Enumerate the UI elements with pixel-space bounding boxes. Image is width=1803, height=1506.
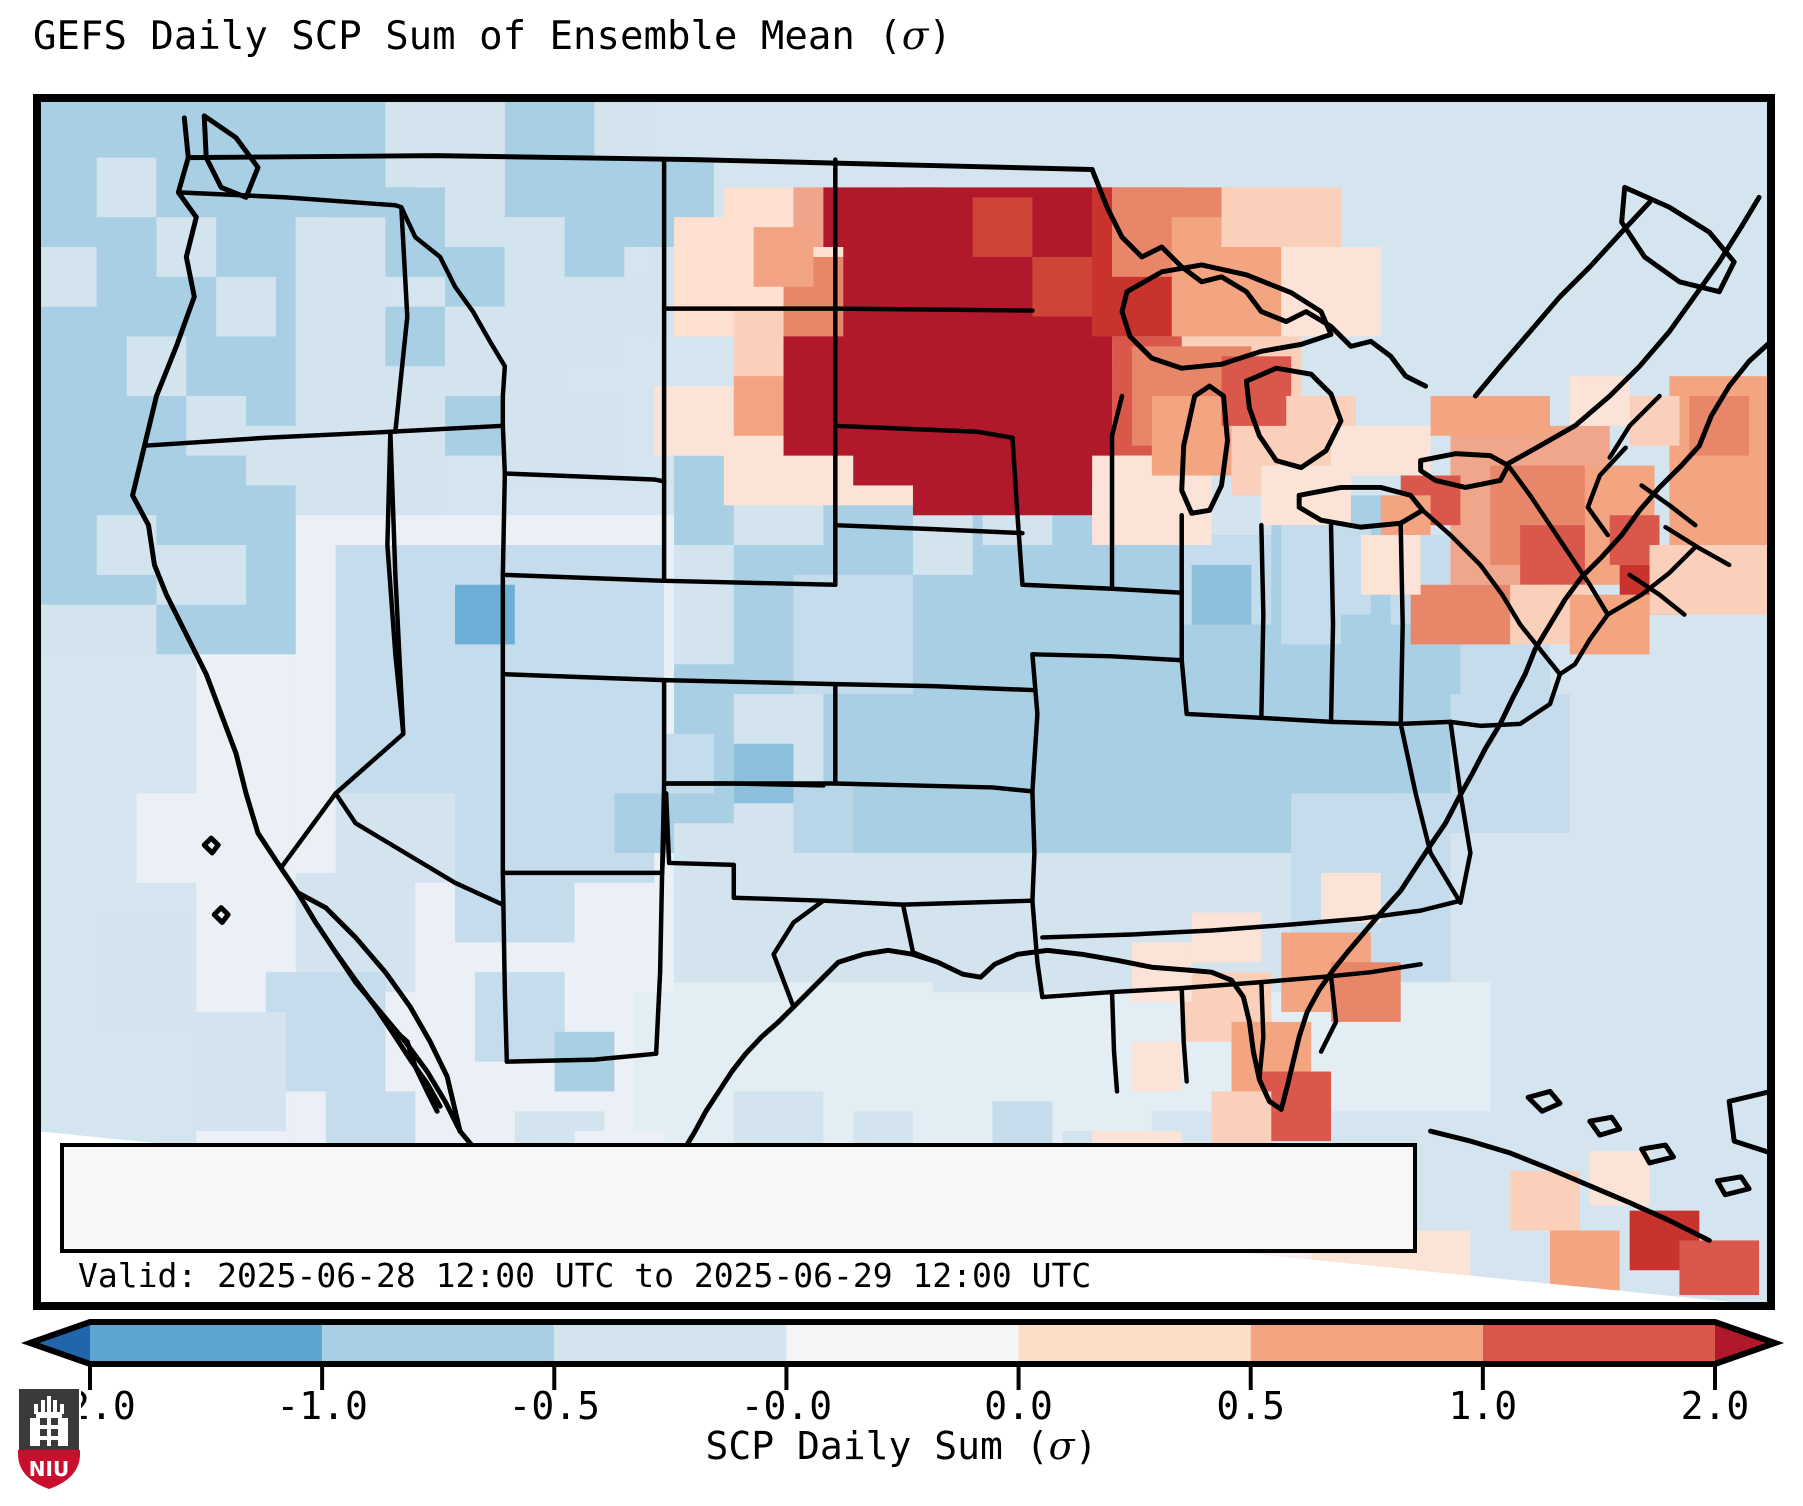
logo-text: NIU xyxy=(29,1457,69,1481)
colorbar-ticks xyxy=(88,1364,1717,1390)
title-sigma-symbol: σ xyxy=(901,14,929,59)
colorbar-tick-label: 1.0 xyxy=(1448,1384,1518,1428)
map-frame xyxy=(37,98,1771,1306)
colorbar-tick-label: 0.0 xyxy=(984,1384,1053,1428)
title-suffix: ) xyxy=(928,14,952,59)
map-svg xyxy=(37,98,1771,1306)
colorbar-bands xyxy=(30,1322,1775,1364)
scp-grid-layer xyxy=(37,98,1771,1306)
colorbar-band xyxy=(322,1322,555,1364)
map-axes[interactable]: Valid: 2025-06-28 12:00 UTC to 2025-06-2… xyxy=(33,94,1775,1310)
colorbar-band xyxy=(786,1322,1019,1364)
colorbar-under-triangle xyxy=(30,1322,90,1364)
info-box: Valid: 2025-06-28 12:00 UTC to 2025-06-2… xyxy=(60,1143,1417,1295)
colorbar-tick-label: -1.0 xyxy=(276,1384,368,1428)
state-boundaries-layer xyxy=(142,157,1732,1094)
colorbar-over-triangle xyxy=(1715,1322,1775,1364)
colorbar-tick-label: -0.0 xyxy=(740,1384,833,1428)
colorbar-band xyxy=(1250,1322,1483,1364)
colorbar-band xyxy=(1482,1322,1715,1364)
info-valid-line: Valid: 2025-06-28 12:00 UTC to 2025-06-2… xyxy=(78,1256,1092,1295)
cblabel-suffix: ) xyxy=(1074,1424,1098,1468)
colorbar-band xyxy=(1018,1322,1251,1364)
map-borders-layer xyxy=(130,113,1771,1243)
colorbar-tick-label: -0.5 xyxy=(508,1384,601,1428)
colorbar-axis-label: SCP Daily Sum (σ) xyxy=(0,1424,1803,1468)
colorbar-tick-labels: -2.0 -1.0 -0.5 -0.0 0.0 0.5 1.0 2.0 xyxy=(0,1384,1803,1436)
niu-logo: NIU xyxy=(17,1387,81,1491)
cblabel-prefix: SCP Daily Sum ( xyxy=(705,1424,1049,1468)
cblabel-sigma-symbol: σ xyxy=(1048,1424,1075,1468)
colorbar-tick-label: 0.5 xyxy=(1216,1384,1286,1428)
colorbar-tick-label: 2.0 xyxy=(1680,1384,1750,1428)
page-title: GEFS Daily SCP Sum of Ensemble Mean (σ) xyxy=(33,14,1773,59)
colorbar-svg xyxy=(20,1319,1785,1390)
colorbar[interactable]: -2.0 -1.0 -0.5 -0.0 0.0 0.5 1.0 2.0 xyxy=(0,1310,1803,1506)
colorbar-band xyxy=(554,1322,787,1364)
title-prefix: GEFS Daily SCP Sum of Ensemble Mean ( xyxy=(33,14,902,59)
colorbar-band xyxy=(90,1322,323,1364)
